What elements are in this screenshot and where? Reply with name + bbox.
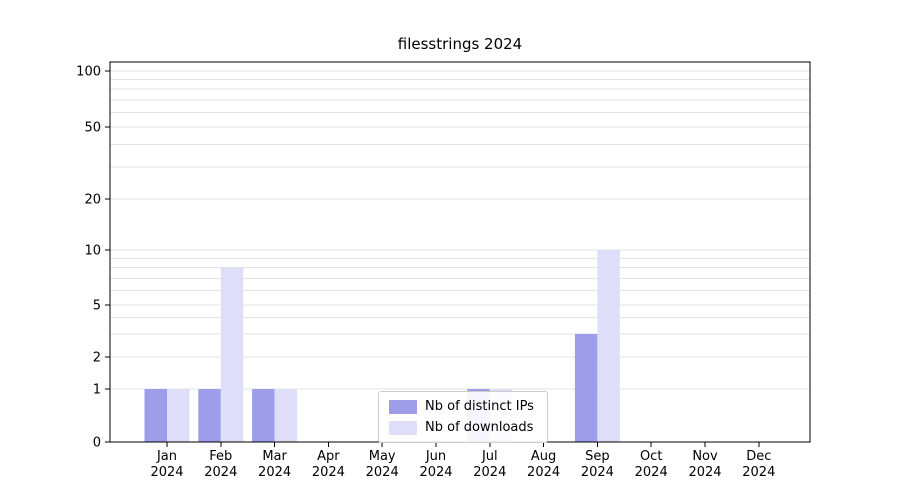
y-tick-label-0: 0 <box>93 436 101 451</box>
legend-item-distinct-ips: Nb of distinct IPs <box>389 399 537 414</box>
x-tick-label-jul: Jul 2024 <box>473 449 506 480</box>
plot-border <box>109 61 811 443</box>
x-tick-label-jun: Jun 2024 <box>419 449 452 480</box>
y-tick-label-10: 10 <box>84 244 101 259</box>
bar-nb-of-downloads-feb <box>220 267 244 442</box>
y-tick-label-5: 5 <box>93 299 101 314</box>
chart-title: filesstrings 2024 <box>397 35 523 53</box>
legend-label-distinct-ips: Nb of distinct IPs <box>425 399 534 414</box>
bar-nb-of-downloads-jan <box>167 389 190 442</box>
x-tick-label-aug: Aug 2024 <box>527 449 560 480</box>
x-tick-label-may: May 2024 <box>366 449 399 480</box>
legend-item-downloads: Nb of downloads <box>389 420 537 435</box>
bar-nb-of-downloads-sep <box>597 250 620 442</box>
x-tick-label-mar: Mar 2024 <box>258 449 291 480</box>
x-tick-label-nov: Nov 2024 <box>688 449 721 480</box>
legend-label-downloads: Nb of downloads <box>425 420 534 435</box>
y-tick-label-100: 100 <box>76 65 101 80</box>
x-tick-label-sep: Sep 2024 <box>581 449 614 480</box>
bar-nb-of-downloads-mar <box>274 389 298 442</box>
y-tick-label-2: 2 <box>93 351 101 366</box>
legend-swatch-distinct-ips <box>389 399 417 414</box>
x-tick-label-oct: Oct 2024 <box>635 449 668 480</box>
y-tick-label-50: 50 <box>84 121 101 136</box>
bar-nb-of-distinct-ips-mar <box>252 389 275 442</box>
legend: Nb of distinct IPs Nb of downloads <box>378 391 548 443</box>
x-tick-label-apr: Apr 2024 <box>312 449 345 480</box>
bar-nb-of-distinct-ips-feb <box>198 389 221 442</box>
x-tick-label-dec: Dec 2024 <box>742 449 775 480</box>
x-tick-label-jan: Jan 2024 <box>150 449 183 480</box>
legend-swatch-downloads <box>389 420 417 435</box>
y-tick-label-1: 1 <box>93 383 101 398</box>
y-tick-label-20: 20 <box>84 193 101 208</box>
x-tick-label-feb: Feb 2024 <box>204 449 237 480</box>
bar-nb-of-distinct-ips-jan <box>144 389 167 442</box>
bar-nb-of-distinct-ips-sep <box>574 333 598 442</box>
